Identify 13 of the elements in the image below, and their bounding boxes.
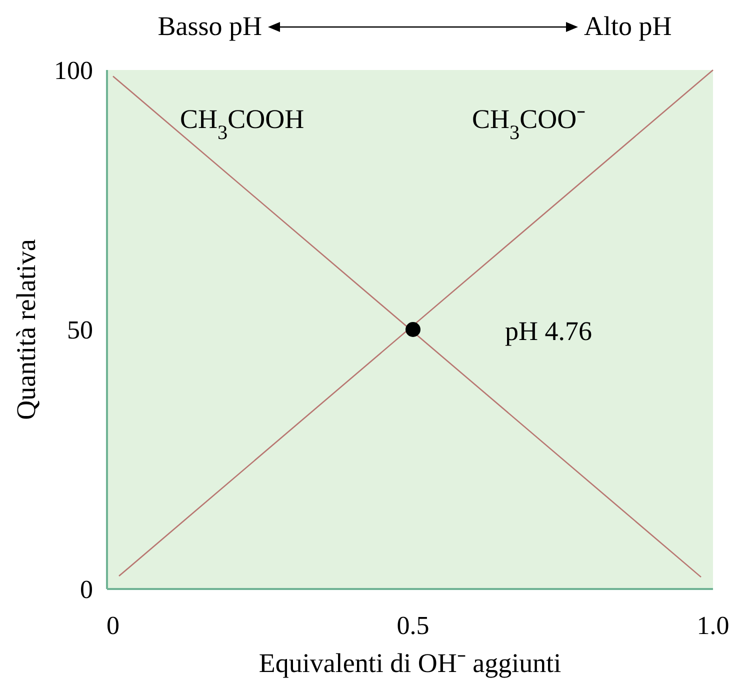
text: Basso pH (158, 11, 262, 41)
y-tick-label: 100 (54, 56, 93, 85)
y-tick-label: 50 (67, 316, 93, 344)
y-axis-title: Quantità relativa (11, 239, 41, 420)
x-tick-label: 0.5 (396, 611, 430, 640)
x-tick-label: 0 (106, 611, 120, 640)
y-tick-label: 0 (80, 575, 93, 604)
text: Alto pH (584, 11, 672, 41)
x-axis-title: Equivalenti di OH⁻ aggiunti (258, 648, 562, 678)
annotation: CH$_{3}$COOH (180, 104, 304, 144)
annotation: pH 4.76 (505, 316, 592, 346)
annotation: CH$_{3}$COO⁻ (472, 104, 586, 144)
x-tick-label: 1.0 (696, 611, 730, 640)
